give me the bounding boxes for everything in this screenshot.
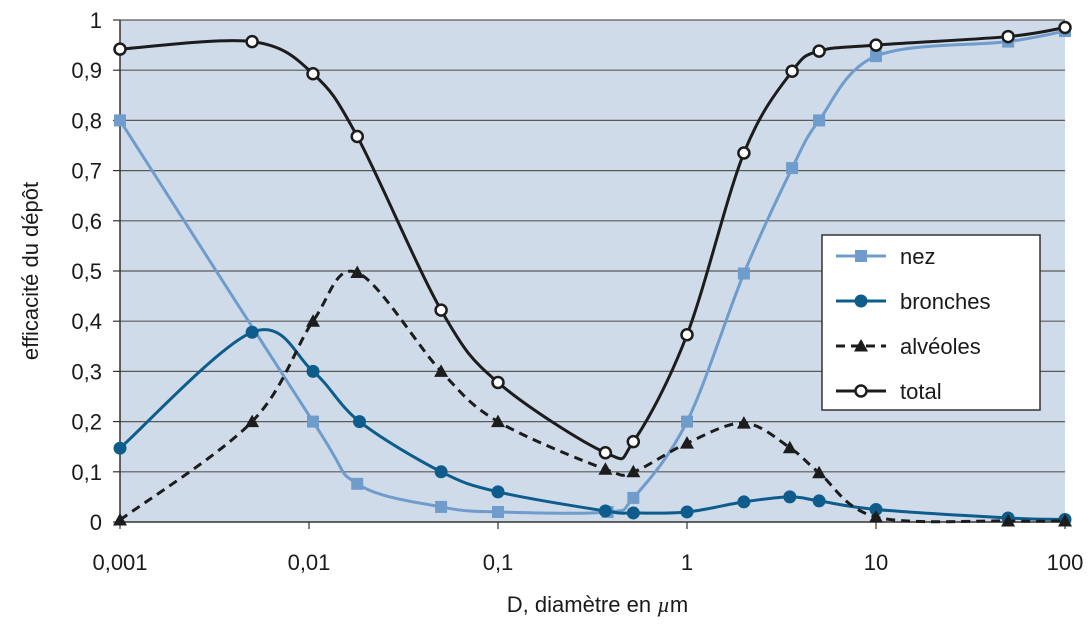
- data-point: [113, 512, 127, 526]
- data-point: [626, 464, 641, 478]
- data-point: [307, 415, 320, 428]
- legend-item-total: total: [836, 379, 942, 404]
- y-tick-label: 0,7: [71, 159, 102, 184]
- data-point: [783, 490, 797, 504]
- data-point: [352, 415, 366, 429]
- y-tick-label: 0,9: [71, 58, 102, 83]
- data-point: [812, 44, 826, 58]
- y-tick-label: 0,4: [71, 309, 102, 334]
- legend-item-nez: nez: [836, 244, 935, 269]
- data-point: [737, 146, 751, 160]
- x-tick-label: 0,001: [92, 550, 147, 575]
- y-tick-label: 0,6: [71, 209, 102, 234]
- data-point: [306, 66, 320, 81]
- data-point: [1058, 513, 1072, 527]
- data-point: [114, 114, 126, 127]
- data-point: [245, 34, 259, 49]
- data-point: [245, 414, 260, 428]
- legend-marker: [854, 294, 868, 308]
- data-point: [782, 440, 797, 454]
- data-point: [737, 495, 751, 509]
- legend-label: alvéoles: [900, 334, 981, 359]
- data-point: [680, 436, 694, 449]
- data-point: [681, 415, 693, 428]
- data-point: [350, 129, 364, 144]
- data-point: [627, 491, 640, 504]
- data-point: [870, 50, 882, 63]
- data-point: [113, 441, 127, 455]
- y-tick-label: 0,3: [71, 359, 102, 384]
- data-point: [812, 465, 827, 479]
- series-total: [113, 20, 1072, 461]
- y-tick-label: 0,2: [71, 410, 102, 435]
- data-point: [785, 64, 799, 78]
- data-point: [1058, 20, 1072, 35]
- data-point: [812, 494, 826, 508]
- data-point: [435, 500, 448, 513]
- legend-marker: [855, 250, 867, 262]
- series-line: [118, 29, 1066, 515]
- data-point: [306, 364, 320, 378]
- data-point: [1001, 29, 1015, 44]
- legend-marker: [854, 339, 868, 352]
- data-point: [351, 477, 364, 490]
- data-point: [434, 465, 448, 479]
- y-tick-label: 0,5: [71, 259, 102, 284]
- data-point: [786, 162, 799, 175]
- series-layer: [113, 20, 1072, 527]
- tick-labels: 0 0,1 0,2 0,3 0,4 0,5 0,6 0,7 0,8 0,9 1 0,001 0,01 0,…: [71, 8, 1083, 575]
- series-line: [119, 269, 1066, 524]
- data-point: [350, 265, 365, 279]
- y-tick-label: 1: [90, 8, 102, 33]
- x-tick-label: 1: [681, 550, 693, 575]
- legend-item-bronches: bronches: [836, 289, 991, 314]
- data-point: [245, 325, 259, 339]
- data-point: [434, 364, 449, 377]
- data-point: [869, 502, 883, 516]
- data-point: [113, 42, 127, 56]
- x-tick-label: 0,1: [483, 550, 514, 575]
- data-point: [869, 38, 883, 52]
- data-point: [306, 314, 321, 327]
- legend-label: bronches: [900, 289, 991, 314]
- data-point: [626, 434, 641, 449]
- legend-item-alvéoles: alvéoles: [836, 334, 981, 359]
- data-point: [491, 485, 505, 499]
- data-point: [598, 504, 612, 518]
- legend-label: total: [900, 379, 942, 404]
- x-tick-label: 100: [1047, 550, 1084, 575]
- y-axis-label: efficacité du dépôt: [18, 182, 43, 360]
- data-point: [813, 114, 826, 127]
- legend-label: nez: [900, 244, 935, 269]
- data-point: [598, 462, 613, 475]
- y-tick-label: 0: [90, 510, 102, 535]
- y-tick-label: 0,1: [71, 460, 102, 485]
- legend-box: [821, 234, 1041, 411]
- data-point: [869, 509, 883, 523]
- data-point: [680, 505, 694, 519]
- data-point: [598, 445, 613, 460]
- legend-marker: [854, 384, 868, 398]
- data-point: [434, 303, 448, 317]
- data-point: [737, 267, 750, 280]
- x-axis-label: D, diamètre en µm: [507, 592, 688, 617]
- x-tick-label: 0,01: [288, 550, 331, 575]
- y-tick-label: 0,8: [71, 108, 102, 133]
- data-point: [626, 506, 640, 520]
- data-point: [680, 328, 694, 342]
- data-point: [736, 416, 751, 429]
- data-point: [1001, 513, 1016, 527]
- legend: nez bronches alvéoles total: [821, 234, 1041, 411]
- x-tick-label: 10: [864, 550, 888, 575]
- data-point: [492, 505, 504, 518]
- series-alvéoles: [113, 265, 1072, 527]
- data-point: [491, 414, 505, 428]
- data-point: [491, 375, 505, 390]
